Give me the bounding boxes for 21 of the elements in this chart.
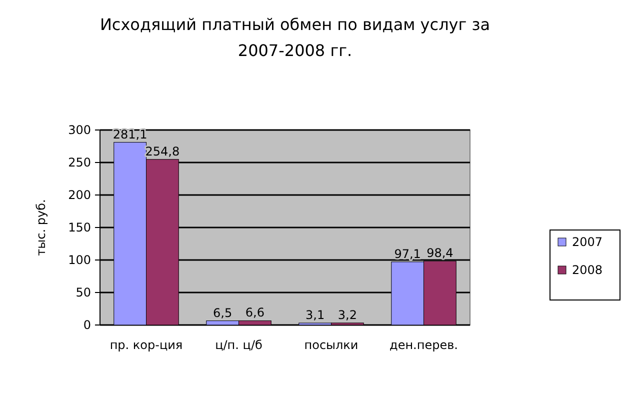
- x-tick-label: ден.перев.: [390, 338, 458, 352]
- x-tick-label: ц/п. ц/б: [215, 338, 262, 352]
- x-tick-label: посылки: [304, 338, 358, 352]
- y-tick-label: 0: [83, 318, 91, 332]
- legend-label: 2008: [572, 263, 603, 277]
- data-label: 6,5: [213, 306, 232, 320]
- legend-label: 2007: [572, 235, 603, 249]
- y-tick-label: 250: [68, 156, 91, 170]
- y-tick-label: 300: [68, 123, 91, 137]
- data-label: 97,1: [394, 246, 421, 261]
- y-tick-label: 50: [76, 286, 91, 300]
- y-axis-title: тыс. руб.: [34, 199, 48, 256]
- data-label: 3,1: [306, 308, 325, 322]
- data-label: 3,2: [338, 308, 357, 322]
- data-label: 6,6: [245, 306, 264, 320]
- y-tick-label: 200: [68, 188, 91, 202]
- chart-title: Исходящий платный обмен по видам услуг за 2007-2008 гг.: [100, 15, 490, 60]
- data-label: 98,4: [426, 246, 454, 260]
- y-tick-label: 150: [68, 220, 91, 234]
- x-tick-label: пр. кор-ция: [110, 338, 183, 352]
- y-tick-label: 100: [68, 253, 91, 267]
